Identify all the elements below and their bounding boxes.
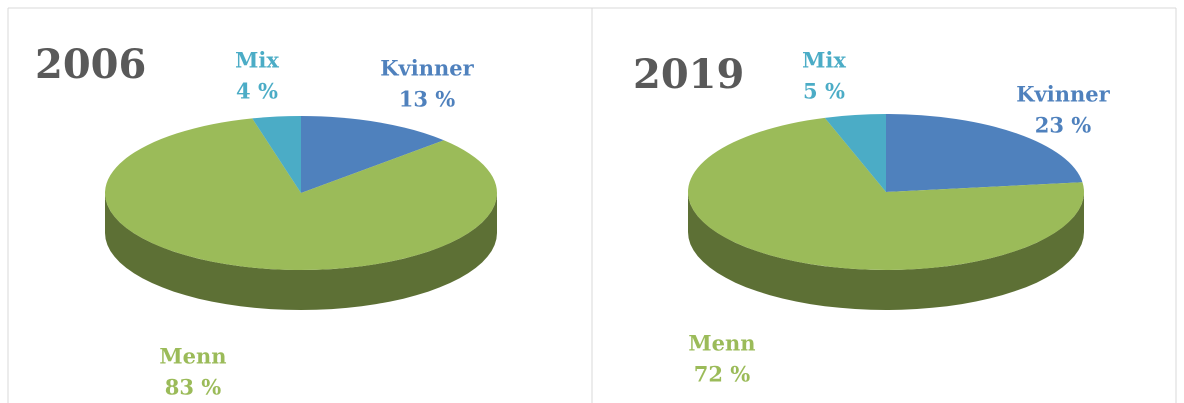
slice (252, 116, 301, 193)
slice-value: 83 % (165, 375, 222, 400)
slice (104, 118, 497, 271)
slice-side (105, 193, 497, 310)
slice-label: Kvinner (380, 56, 474, 81)
slice-value: 72 % (694, 362, 751, 387)
slice-label: Mix (802, 48, 846, 73)
slice-side (688, 192, 1084, 310)
slice-label: Menn (688, 331, 755, 356)
slice-label: Mix (235, 48, 279, 73)
slice-label: Kvinner (1016, 82, 1110, 107)
slice (301, 116, 444, 193)
slice-value: 13 % (399, 87, 456, 112)
slice-value: 23 % (1035, 113, 1092, 138)
slice (824, 114, 886, 192)
slice (688, 117, 1084, 270)
slice-value: 4 % (236, 79, 278, 104)
chart-title: 2006 (35, 41, 146, 88)
slice-value: 5 % (803, 79, 845, 104)
chart-title: 2019 (633, 51, 744, 98)
slice (886, 114, 1083, 192)
slice-label: Menn (159, 344, 226, 369)
